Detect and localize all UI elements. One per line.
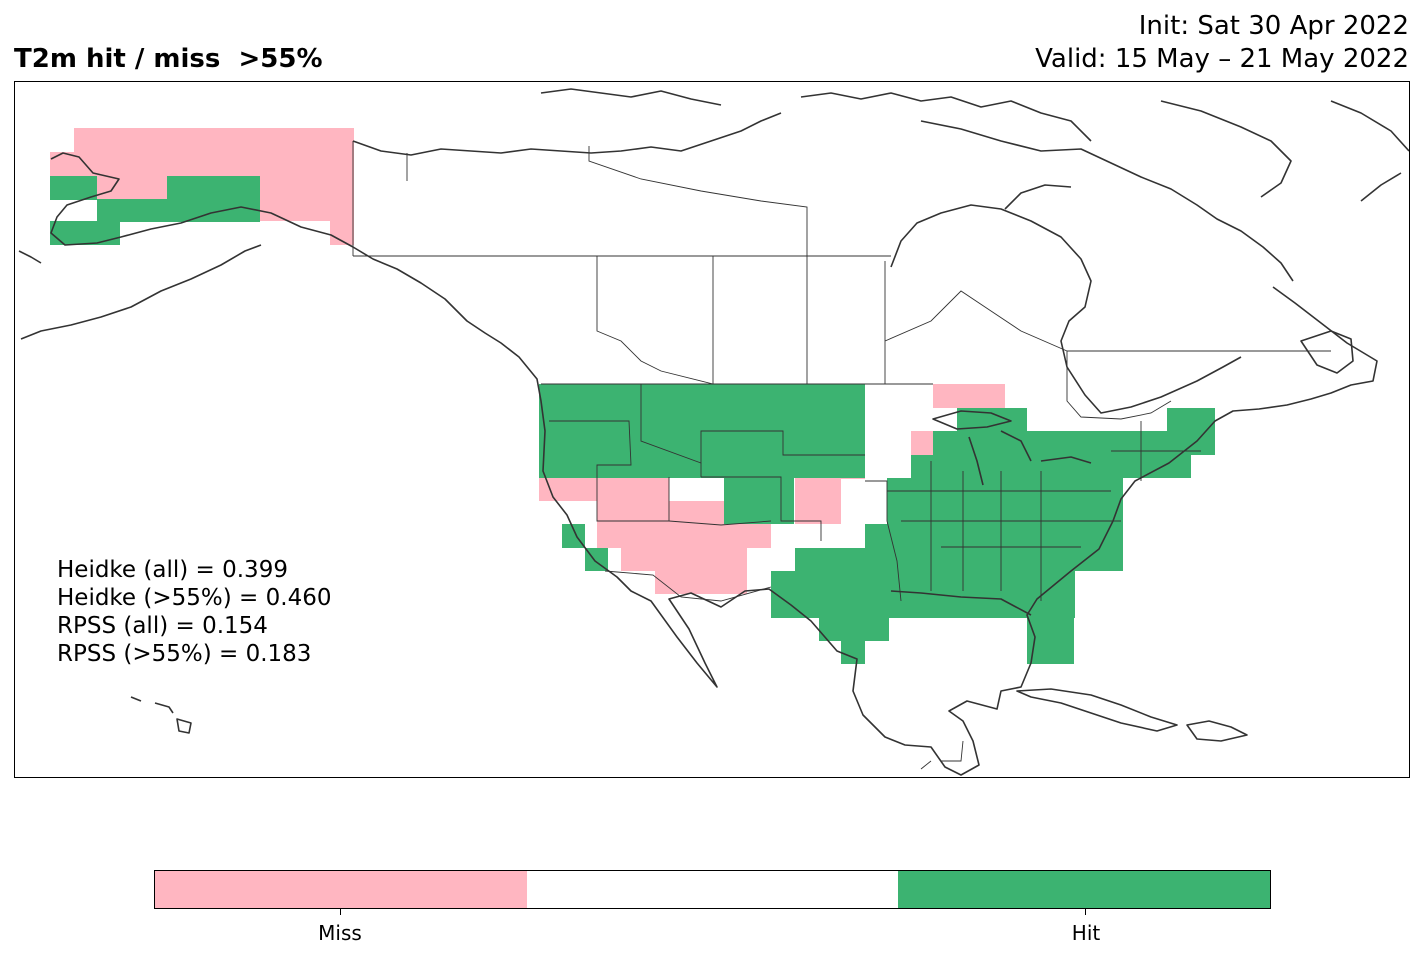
borders [352, 141, 1331, 770]
colorbar-tick-hit [1085, 909, 1086, 915]
colorbar-hit-segment [898, 871, 1271, 908]
rpss-all: RPSS (all) = 0.154 [57, 613, 268, 639]
rpss-55: RPSS (>55%) = 0.183 [57, 641, 312, 667]
colorbar [154, 870, 1271, 909]
map-title: T2m hit / miss >55% [14, 44, 323, 74]
date-info: Init: Sat 30 Apr 2022 Valid: 15 May – 21… [1035, 10, 1409, 76]
colorbar-tick-miss [340, 909, 341, 915]
colorbar-neutral-segment [526, 871, 899, 908]
heidke-all: Heidke (all) = 0.399 [57, 557, 288, 583]
miss-cells [50, 128, 1005, 594]
map-canvas [18, 88, 1409, 776]
coastlines [18, 88, 1409, 776]
map-panel [14, 81, 1410, 778]
heidke-55: Heidke (>55%) = 0.460 [57, 585, 332, 611]
init-date: Init: Sat 30 Apr 2022 [1138, 11, 1409, 41]
valid-date: Valid: 15 May – 21 May 2022 [1035, 44, 1409, 74]
colorbar-label-miss: Miss [318, 921, 362, 945]
skill-scores: Heidke (all) = 0.399 Heidke (>55%) = 0.4… [57, 556, 331, 668]
colorbar-miss-segment [155, 871, 527, 908]
colorbar-label-hit: Hit [1071, 921, 1101, 945]
